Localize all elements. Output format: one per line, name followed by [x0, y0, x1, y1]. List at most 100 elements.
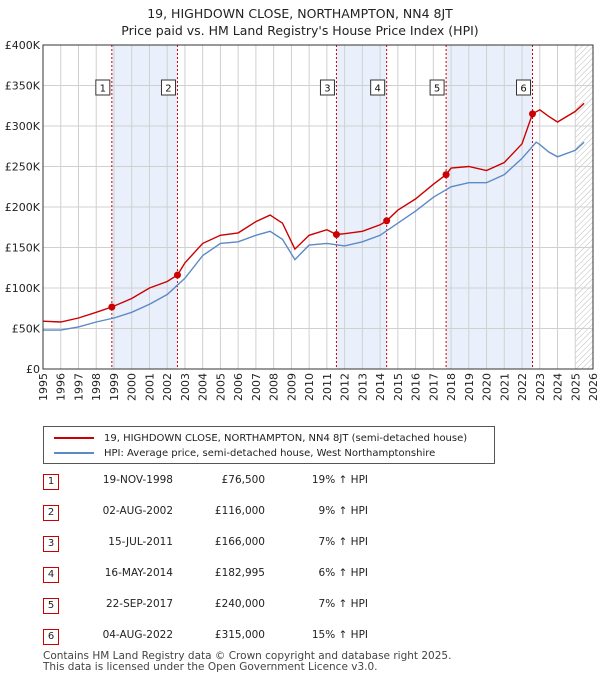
- sale-hpi-diff: 6% ↑ HPI: [318, 567, 368, 579]
- x-tick-label: 2020: [481, 373, 494, 401]
- legend-swatch-price: [54, 437, 94, 439]
- sale-price: £240,000: [214, 598, 265, 610]
- x-tick-label: 2009: [285, 373, 298, 401]
- price-chart: £0 £50K £100K £150K £200K £250K £300K £350K £400…: [5, 39, 600, 401]
- sale-number: 3: [43, 536, 59, 552]
- x-tick-label: 2026: [587, 373, 600, 401]
- sale-date: 15-JUL-2011: [108, 536, 173, 548]
- legend-swatch-hpi: [54, 452, 94, 454]
- sale-box-number: 5: [434, 84, 440, 95]
- x-tick-label: 2022: [516, 373, 529, 401]
- sale-label-box: 3: [319, 79, 335, 96]
- sale-date: 22-SEP-2017: [105, 598, 173, 610]
- footer-copyright: Contains HM Land Registry data © Crown c…: [43, 650, 452, 662]
- x-tick-label: 2010: [303, 373, 316, 401]
- sale-point: [442, 171, 450, 179]
- sale-price: £315,000: [214, 629, 265, 641]
- x-tick-label: 2006: [232, 373, 245, 401]
- sale-label-box: 1: [95, 79, 111, 96]
- sale-point: [332, 231, 340, 239]
- legend-item-hpi: HPI: Average price, semi-detached house,…: [54, 446, 435, 460]
- y-tick-label: £0: [26, 363, 40, 376]
- sale-date: 19-NOV-1998: [102, 474, 173, 486]
- sale-label-box: 4: [370, 79, 386, 96]
- y-tick-label: £150K: [5, 242, 41, 255]
- sale-number: 5: [43, 598, 59, 614]
- x-tick-label: 2018: [445, 373, 458, 401]
- sale-box: [95, 79, 111, 96]
- sale-box: [160, 79, 176, 96]
- x-tick-label: 1995: [37, 373, 50, 401]
- sale-label-box: 5: [429, 79, 445, 96]
- x-tick-label: 2004: [197, 373, 210, 401]
- x-tick-label: 2023: [534, 373, 547, 401]
- x-tick-label: 2024: [552, 373, 565, 401]
- x-tick-label: 2012: [339, 373, 352, 401]
- x-tick-label: 2016: [410, 373, 423, 401]
- sale-number: 2: [43, 505, 59, 521]
- legend-label-price: 19, HIGHDOWN CLOSE, NORTHAMPTON, NN4 8JT…: [104, 432, 468, 444]
- sale-point: [173, 271, 181, 279]
- x-tick-label: 2008: [268, 373, 281, 401]
- chart-title: 19, HIGHDOWN CLOSE, NORTHAMPTON, NN4 8JT: [147, 6, 453, 21]
- y-tick-label: £300K: [5, 120, 41, 133]
- sale-date: 04-AUG-2022: [102, 629, 173, 641]
- y-tick-label: £250K: [5, 161, 41, 174]
- x-tick-label: 1996: [55, 373, 68, 401]
- x-tick-label: 2017: [427, 373, 440, 401]
- y-tick-label: £400K: [5, 39, 41, 52]
- x-tick-label: 2001: [143, 373, 156, 401]
- x-tick-label: 2015: [392, 373, 405, 401]
- sale-box-number: 6: [520, 84, 526, 95]
- x-tick-label: 2003: [179, 373, 192, 401]
- sale-box-number: 1: [100, 84, 106, 95]
- sale-hpi-diff: 9% ↑ HPI: [318, 505, 368, 517]
- sale-hpi-diff: 7% ↑ HPI: [318, 536, 368, 548]
- sale-box-number: 4: [374, 84, 380, 95]
- footer: Contains HM Land Registry data © Crown c…: [43, 651, 451, 673]
- sale-number: 1: [43, 474, 59, 490]
- sale-point: [108, 303, 116, 311]
- x-tick-label: 2005: [214, 373, 227, 401]
- legend: 19, HIGHDOWN CLOSE, NORTHAMPTON, NN4 8JT…: [43, 426, 495, 464]
- x-tick-label: 2013: [356, 373, 369, 401]
- y-tick-label: £200K: [5, 201, 41, 214]
- sale-hpi-diff: 7% ↑ HPI: [318, 598, 368, 610]
- sale-price: £166,000: [214, 536, 265, 548]
- sale-box-number: 2: [165, 84, 171, 95]
- sale-price: £182,995: [214, 567, 265, 579]
- plot-frame: [42, 44, 594, 370]
- x-tick-label: 2025: [569, 373, 582, 401]
- x-tick-label: 2007: [250, 373, 263, 401]
- legend-label-hpi: HPI: Average price, semi-detached house,…: [104, 447, 436, 459]
- sale-number: 4: [43, 567, 59, 583]
- y-tick-label: £350K: [5, 80, 41, 93]
- x-tick-label: 2002: [161, 373, 174, 401]
- footer-licence: This data is licensed under the Open Gov…: [43, 661, 378, 673]
- x-tick-label: 2021: [498, 373, 511, 401]
- sale-date: 16-MAY-2014: [104, 567, 173, 579]
- x-tick-label: 1999: [108, 373, 121, 401]
- legend-item-price: 19, HIGHDOWN CLOSE, NORTHAMPTON, NN4 8JT…: [54, 431, 467, 445]
- sale-label-box: 6: [516, 79, 531, 96]
- sale-box: [516, 79, 531, 96]
- chart-subtitle: Price paid vs. HM Land Registry's House …: [121, 23, 479, 38]
- sale-box: [319, 79, 335, 96]
- x-tick-label: 2014: [374, 373, 387, 401]
- x-tick-label: 1997: [72, 373, 85, 401]
- sale-hpi-diff: 19% ↑ HPI: [311, 474, 368, 486]
- sale-label-box: 2: [160, 79, 176, 96]
- sale-box: [370, 79, 386, 96]
- sale-point: [383, 217, 391, 225]
- sale-price: £116,000: [214, 505, 265, 517]
- x-tick-label: 2000: [126, 373, 139, 401]
- sale-price: £76,500: [221, 474, 265, 486]
- sale-hpi-diff: 15% ↑ HPI: [311, 629, 368, 641]
- x-tick-label: 2019: [463, 373, 476, 401]
- sale-box-number: 3: [324, 84, 330, 95]
- hpi-line: [43, 141, 585, 331]
- y-tick-label: £100K: [5, 282, 41, 295]
- sale-box: [429, 79, 445, 96]
- y-tick-label: £50K: [12, 323, 41, 336]
- sale-point: [529, 110, 536, 118]
